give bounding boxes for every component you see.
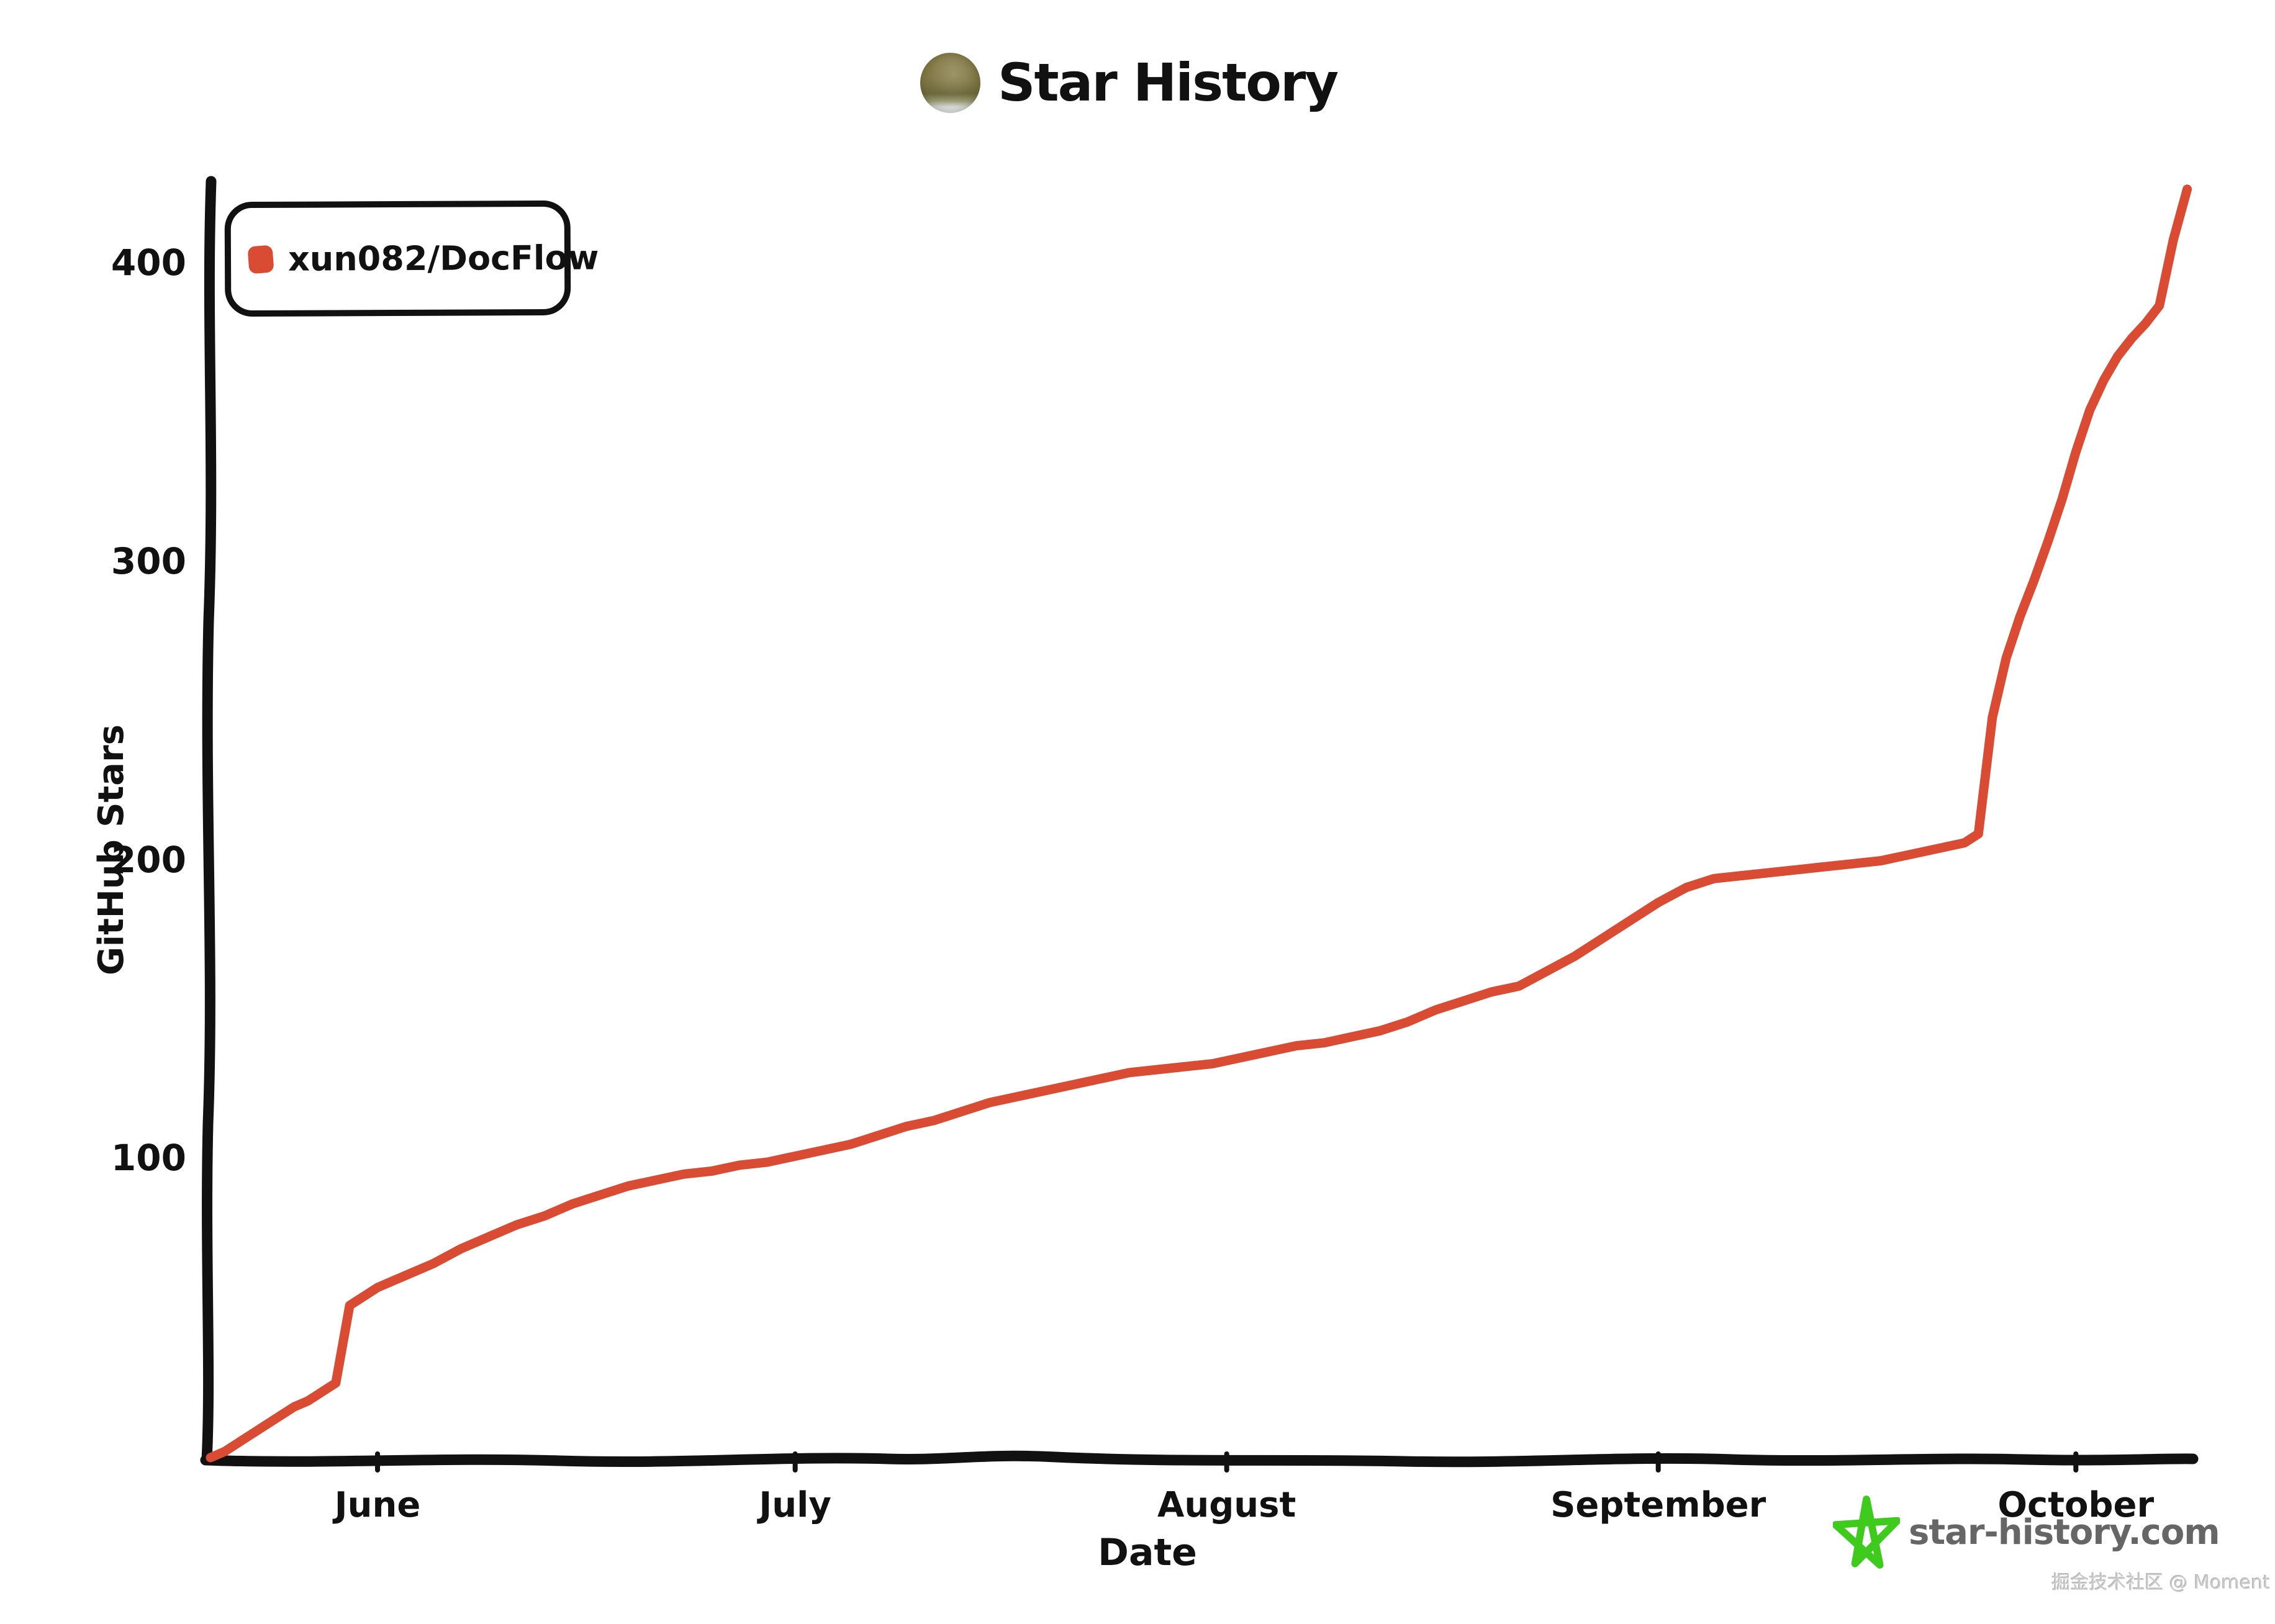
- star-history-logo[interactable]: star-history.com: [1833, 1495, 2220, 1569]
- x-tick-label: June: [334, 1485, 421, 1525]
- x-tick-label: September: [1550, 1485, 1766, 1525]
- x-tick-label: August: [1157, 1485, 1296, 1525]
- star-icon: [1833, 1495, 1900, 1569]
- x-tick-label: July: [759, 1485, 831, 1525]
- legend: xun082/DocFlow: [224, 200, 599, 317]
- page-title: Star History: [998, 52, 1339, 113]
- watermark: 掘金技术社区 @ Moment: [2051, 1572, 2270, 1594]
- logo-text: star-history.com: [1909, 1512, 2220, 1553]
- y-tick-label: 300: [111, 539, 186, 582]
- x-axis-line: [200, 1450, 2199, 1468]
- x-tick-label: October: [1997, 1485, 2155, 1525]
- y-tick-label: 400: [111, 241, 186, 284]
- legend-label: xun082/DocFlow: [287, 238, 599, 279]
- repo-avatar-icon: [920, 52, 980, 113]
- series-line: [206, 184, 2192, 1463]
- x-axis-label: Date: [1098, 1531, 1197, 1574]
- legend-marker-icon: [247, 245, 274, 274]
- y-tick-label: 200: [111, 838, 186, 881]
- title-block: Star History: [920, 52, 1339, 113]
- y-axis-line: [201, 176, 217, 1466]
- y-tick-label: 100: [111, 1137, 186, 1180]
